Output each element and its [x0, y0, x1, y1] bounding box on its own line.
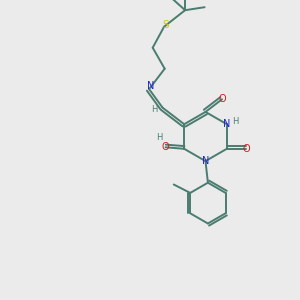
Text: O: O [162, 142, 170, 152]
Text: H: H [151, 105, 158, 114]
Text: H: H [232, 117, 239, 126]
Text: N: N [147, 81, 154, 91]
Text: S: S [162, 20, 169, 30]
Text: H: H [156, 133, 162, 142]
Text: O: O [218, 94, 226, 104]
Text: N: N [202, 156, 209, 166]
Text: O: O [242, 144, 250, 154]
Text: N: N [223, 119, 230, 129]
